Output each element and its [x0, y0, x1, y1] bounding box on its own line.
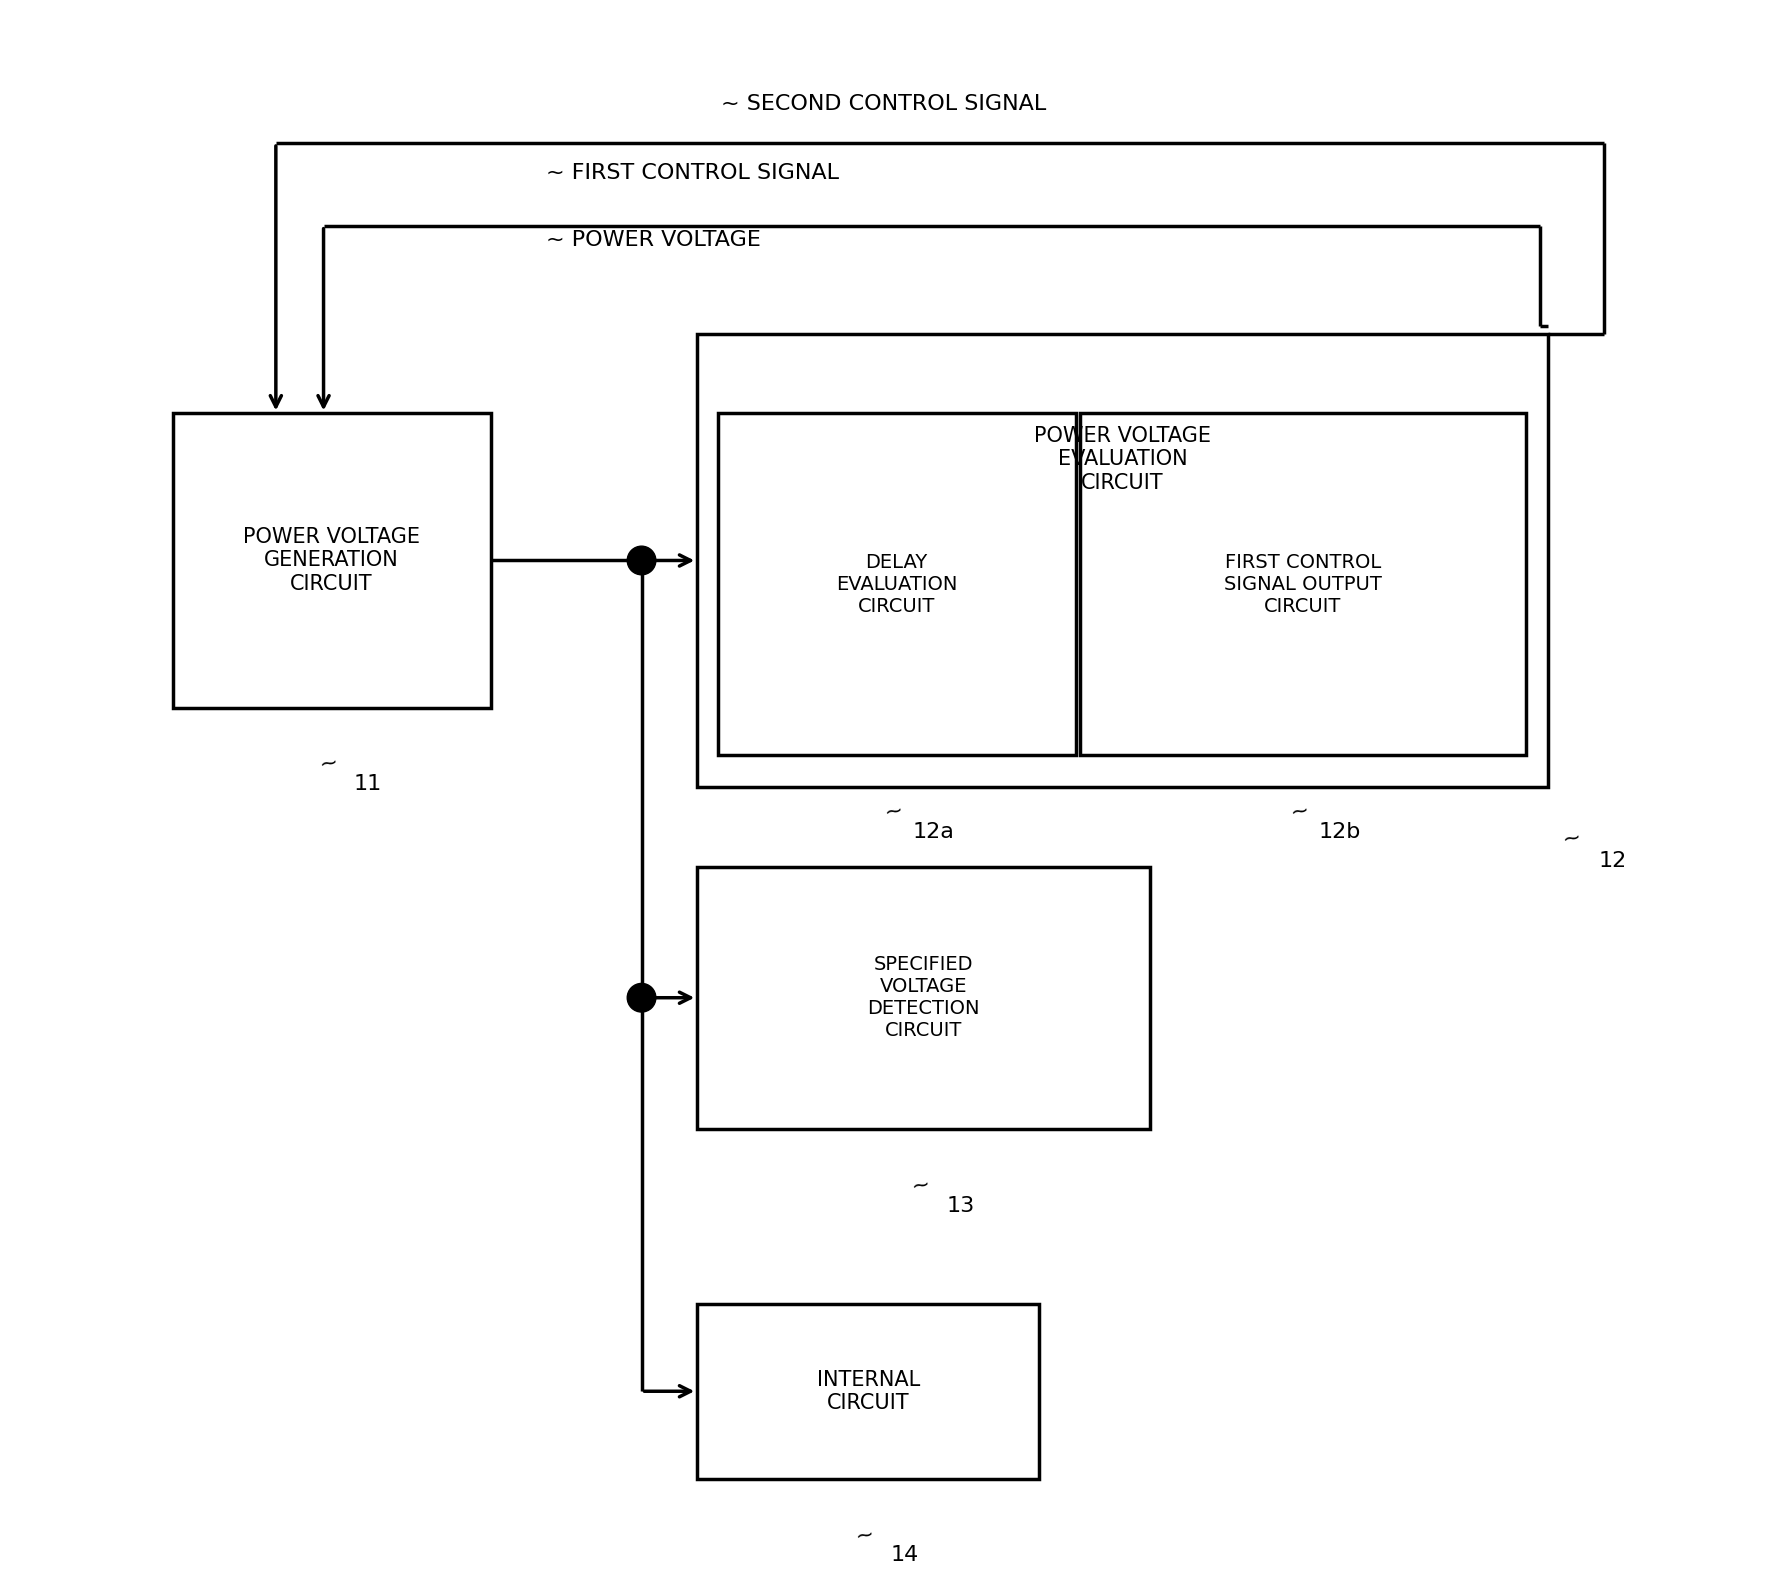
Bar: [172, 413, 490, 708]
Text: DELAY
EVALUATION
CIRCUIT: DELAY EVALUATION CIRCUIT: [836, 553, 957, 615]
Text: ~ FIRST CONTROL SIGNAL: ~ FIRST CONTROL SIGNAL: [547, 162, 838, 183]
Text: 12a: 12a: [913, 822, 954, 843]
Text: ~: ~: [854, 1523, 876, 1545]
Circle shape: [627, 984, 655, 1013]
Text: ~ SECOND CONTROL SIGNAL: ~ SECOND CONTROL SIGNAL: [721, 94, 1046, 114]
Text: ~: ~: [318, 752, 339, 774]
Text: 14: 14: [890, 1545, 918, 1566]
Bar: [698, 334, 1549, 787]
Text: POWER VOLTAGE
EVALUATION
CIRCUIT: POWER VOLTAGE EVALUATION CIRCUIT: [1034, 426, 1211, 493]
Text: 12b: 12b: [1318, 822, 1360, 843]
Bar: [1080, 413, 1526, 755]
Circle shape: [627, 547, 655, 576]
Text: ~: ~: [909, 1173, 931, 1196]
Bar: [698, 867, 1151, 1129]
Text: ~: ~: [883, 800, 904, 822]
Text: ~ POWER VOLTAGE: ~ POWER VOLTAGE: [547, 229, 762, 250]
Text: ~: ~: [1561, 827, 1582, 849]
Text: 12: 12: [1598, 851, 1627, 871]
Text: POWER VOLTAGE
GENERATION
CIRCUIT: POWER VOLTAGE GENERATION CIRCUIT: [243, 528, 419, 593]
Text: SPECIFIED
VOLTAGE
DETECTION
CIRCUIT: SPECIFIED VOLTAGE DETECTION CIRCUIT: [867, 956, 980, 1040]
Text: 13: 13: [947, 1196, 975, 1216]
Bar: [718, 413, 1076, 755]
Text: FIRST CONTROL
SIGNAL OUTPUT
CIRCUIT: FIRST CONTROL SIGNAL OUTPUT CIRCUIT: [1224, 553, 1382, 615]
Text: ~: ~: [1289, 800, 1311, 822]
Bar: [698, 1304, 1039, 1479]
Text: INTERNAL
CIRCUIT: INTERNAL CIRCUIT: [817, 1369, 920, 1414]
Text: 11: 11: [353, 774, 382, 795]
